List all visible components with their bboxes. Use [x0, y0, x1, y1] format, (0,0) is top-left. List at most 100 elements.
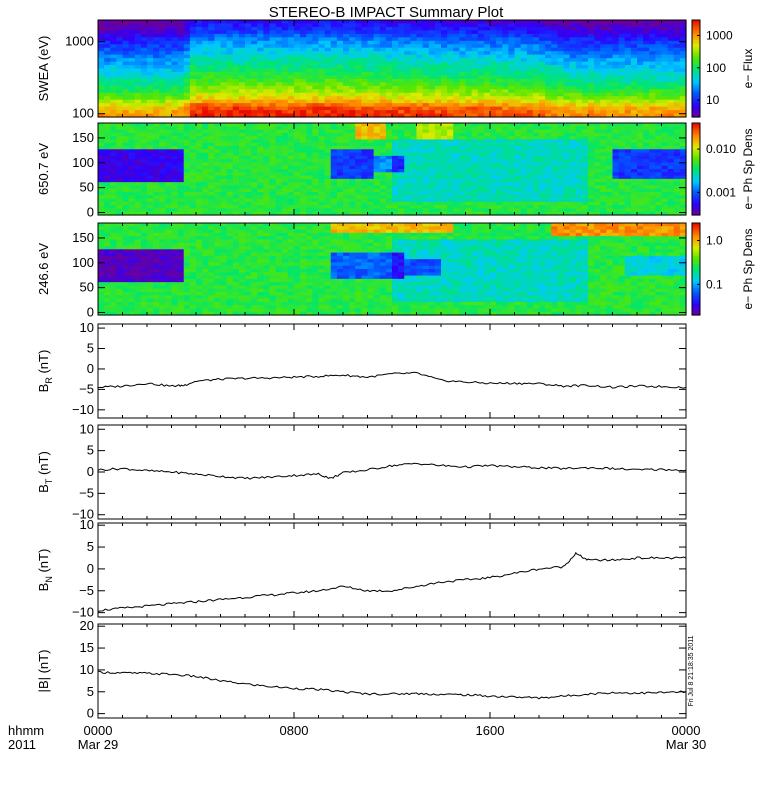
heatmap-cell: [447, 62, 454, 66]
heatmap-cell: [196, 34, 203, 38]
heatmap-cell: [319, 69, 326, 73]
heatmap-cell: [355, 79, 362, 83]
heatmap-cell: [478, 110, 485, 114]
heatmap-cell: [374, 55, 381, 59]
heatmap-cell: [662, 89, 669, 93]
heatmap-cell: [141, 86, 148, 90]
heatmap-cell: [423, 86, 430, 90]
heatmap-cell: [368, 30, 375, 34]
heatmap-cell: [472, 96, 479, 100]
heatmap-cell: [135, 23, 142, 27]
heatmap-cell: [276, 55, 283, 59]
heatmap-cell: [349, 41, 356, 45]
heatmap-cell: [539, 55, 546, 59]
heatmap-cell: [349, 110, 356, 114]
heatmap-cell: [674, 23, 681, 27]
heatmap-cell: [159, 82, 166, 86]
heatmap-cell: [227, 27, 234, 31]
heatmap-cell: [110, 20, 117, 24]
heatmap-cell: [110, 58, 117, 62]
heatmap-cell: [263, 51, 270, 55]
heatmap-cell: [319, 41, 326, 45]
heatmap-cell: [441, 51, 448, 55]
heatmap-cell: [398, 23, 405, 27]
heatmap-cell: [300, 65, 307, 69]
heatmap-cell: [662, 79, 669, 83]
heatmap-cell: [600, 72, 607, 76]
heatmap-cell: [245, 93, 252, 97]
heatmap-cell: [374, 69, 381, 73]
heatmap-cell: [202, 75, 209, 79]
heatmap-cell: [184, 72, 191, 76]
heatmap-cell: [202, 30, 209, 34]
heatmap-cell: [527, 51, 534, 55]
heatmap-cell: [221, 55, 228, 59]
heatmap-cell: [386, 103, 393, 107]
heatmap-cell: [325, 69, 332, 73]
heatmap-cell: [104, 58, 111, 62]
heatmap-cell: [116, 82, 123, 86]
heatmap-cell: [153, 58, 160, 62]
heatmap-cell: [453, 93, 460, 97]
heatmap-cell: [208, 69, 215, 73]
heatmap-cell: [239, 69, 246, 73]
heatmap-cell: [466, 107, 473, 111]
heatmap-cell: [655, 75, 662, 79]
heatmap-cell: [276, 69, 283, 73]
heatmap-cell: [398, 30, 405, 34]
heatmap-cell: [172, 37, 179, 41]
heatmap-cell: [533, 89, 540, 93]
heatmap-cell: [466, 65, 473, 69]
heatmap-cell: [386, 107, 393, 111]
heatmap-cell: [123, 34, 130, 38]
heatmap-cell: [306, 41, 313, 45]
heatmap-cell: [214, 72, 221, 76]
heatmap-cell: [508, 89, 515, 93]
heatmap-cell: [606, 110, 613, 114]
heatmap-cell: [417, 93, 424, 97]
heatmap-cell: [459, 34, 466, 38]
heatmap-cell: [655, 23, 662, 27]
heatmap-cell: [490, 51, 497, 55]
heatmap-cell: [625, 44, 632, 48]
heatmap-cell: [306, 82, 313, 86]
heatmap-cell: [380, 34, 387, 38]
heatmap-cell: [270, 72, 277, 76]
heatmap-cell: [282, 82, 289, 86]
heatmap-cell: [270, 27, 277, 31]
heatmap-cell: [662, 75, 669, 79]
heatmap-cell: [196, 72, 203, 76]
heatmap-cell: [564, 55, 571, 59]
heatmap-cell: [392, 96, 399, 100]
heatmap-cell: [619, 100, 626, 104]
heatmap-cell: [398, 69, 405, 73]
heatmap-cell: [643, 41, 650, 45]
heatmap-cell: [227, 34, 234, 38]
heatmap-cell: [490, 34, 497, 38]
heatmap-cell: [288, 96, 295, 100]
heatmap-cell: [392, 65, 399, 69]
heatmap-cell: [662, 65, 669, 69]
heatmap-cell: [490, 55, 497, 59]
heatmap-cell: [343, 82, 350, 86]
heatmap-cell: [227, 110, 234, 114]
heatmap-cell: [613, 89, 620, 93]
heatmap-cell: [594, 79, 601, 83]
heatmap-cell: [521, 27, 528, 31]
heatmap-cell: [496, 100, 503, 104]
heatmap-cell: [263, 58, 270, 62]
heatmap-cell: [325, 93, 332, 97]
heatmap-cell: [515, 58, 522, 62]
heatmap-cell: [655, 27, 662, 31]
heatmap-cell: [294, 93, 301, 97]
heatmap-cell: [478, 48, 485, 52]
heatmap-cell: [625, 55, 632, 59]
heatmap-cell: [539, 103, 546, 107]
heatmap-cell: [257, 23, 264, 27]
heatmap-cell: [674, 30, 681, 34]
heatmap-cell: [564, 75, 571, 79]
heatmap-cell: [239, 86, 246, 90]
heatmap-cell: [527, 23, 534, 27]
heatmap-cell: [484, 72, 491, 76]
heatmap-cell: [533, 23, 540, 27]
